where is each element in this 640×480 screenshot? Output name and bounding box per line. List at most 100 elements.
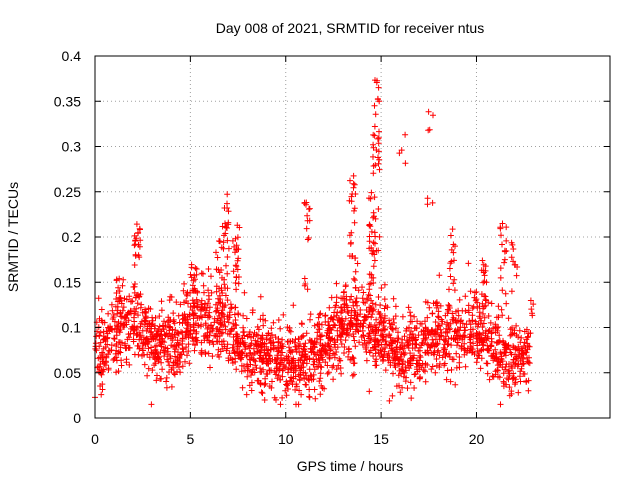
data-point <box>376 341 382 348</box>
data-point <box>503 224 510 231</box>
data-point <box>370 170 377 177</box>
data-point <box>395 329 401 336</box>
data-point <box>470 303 477 310</box>
data-point <box>217 300 224 307</box>
data-point <box>435 313 441 320</box>
data-point <box>252 358 259 365</box>
data-point <box>316 378 323 385</box>
data-point <box>246 343 252 350</box>
data-point <box>411 371 418 378</box>
data-point <box>236 224 243 231</box>
data-point <box>517 357 524 364</box>
data-point <box>370 131 377 138</box>
data-point <box>471 289 478 296</box>
data-point <box>173 299 180 306</box>
data-point <box>518 351 525 357</box>
data-point <box>340 289 347 296</box>
data-point <box>234 331 241 338</box>
data-point <box>221 304 228 310</box>
data-point <box>274 375 281 382</box>
data-point <box>202 300 209 307</box>
data-point <box>120 304 127 311</box>
data-point <box>516 347 523 354</box>
data-point <box>97 339 104 346</box>
data-point <box>221 205 228 211</box>
data-point <box>411 385 418 391</box>
data-point <box>301 275 308 282</box>
data-point <box>315 326 322 333</box>
data-point <box>501 259 508 266</box>
data-point <box>268 367 275 374</box>
data-point <box>179 340 186 347</box>
data-point <box>444 310 451 317</box>
data-point <box>286 327 293 334</box>
data-point <box>180 287 187 294</box>
data-point <box>313 356 320 363</box>
data-point <box>352 328 359 335</box>
data-point <box>253 331 260 338</box>
data-point <box>263 332 270 339</box>
data-point <box>469 317 476 324</box>
data-point <box>477 347 484 354</box>
data-point <box>521 371 528 377</box>
data-point <box>306 205 313 212</box>
data-point <box>402 378 409 385</box>
data-point <box>161 353 168 360</box>
data-point <box>497 274 504 281</box>
data-point <box>248 387 255 394</box>
data-point <box>296 365 303 372</box>
data-point <box>224 254 231 260</box>
data-point <box>212 308 219 315</box>
data-point <box>134 300 141 307</box>
data-point <box>509 241 516 248</box>
data-point <box>257 352 264 359</box>
data-point <box>517 378 524 385</box>
data-point <box>493 339 500 346</box>
data-point <box>173 361 180 368</box>
data-point <box>193 302 200 309</box>
data-point <box>179 363 186 370</box>
data-point <box>201 337 208 344</box>
data-point <box>239 335 245 342</box>
data-point <box>469 346 476 353</box>
data-point <box>408 395 415 402</box>
data-point <box>492 346 499 353</box>
data-point <box>158 307 165 314</box>
data-point <box>135 312 141 319</box>
data-point <box>219 307 226 314</box>
data-point <box>510 258 517 265</box>
data-point <box>388 340 395 347</box>
x-tick-label: 10 <box>278 431 294 447</box>
data-point <box>428 342 434 349</box>
data-point <box>224 225 230 231</box>
data-point <box>456 354 463 360</box>
data-point <box>396 150 403 157</box>
data-point <box>296 387 303 394</box>
data-point <box>180 315 187 322</box>
data-point <box>226 350 233 357</box>
data-point <box>99 381 106 388</box>
y-tick-label: 0.4 <box>62 48 82 64</box>
data-point <box>296 345 302 352</box>
data-point <box>180 348 187 355</box>
data-point <box>216 269 223 276</box>
y-axis-label: SRMTID / TECUs <box>5 182 21 292</box>
data-point <box>526 354 532 361</box>
data-point <box>311 366 318 373</box>
data-point <box>347 177 353 184</box>
data-point <box>360 299 367 306</box>
data-point <box>326 304 333 311</box>
data-point <box>295 371 302 378</box>
data-point <box>360 317 367 324</box>
data-point <box>187 271 194 278</box>
data-point <box>430 112 436 119</box>
data-point <box>115 339 122 346</box>
data-point <box>478 355 485 362</box>
data-point <box>324 329 331 336</box>
data-point <box>349 372 356 379</box>
data-point <box>437 326 444 333</box>
data-point <box>509 324 516 331</box>
data-point <box>158 298 165 305</box>
data-point <box>352 191 359 197</box>
data-point <box>241 341 248 348</box>
